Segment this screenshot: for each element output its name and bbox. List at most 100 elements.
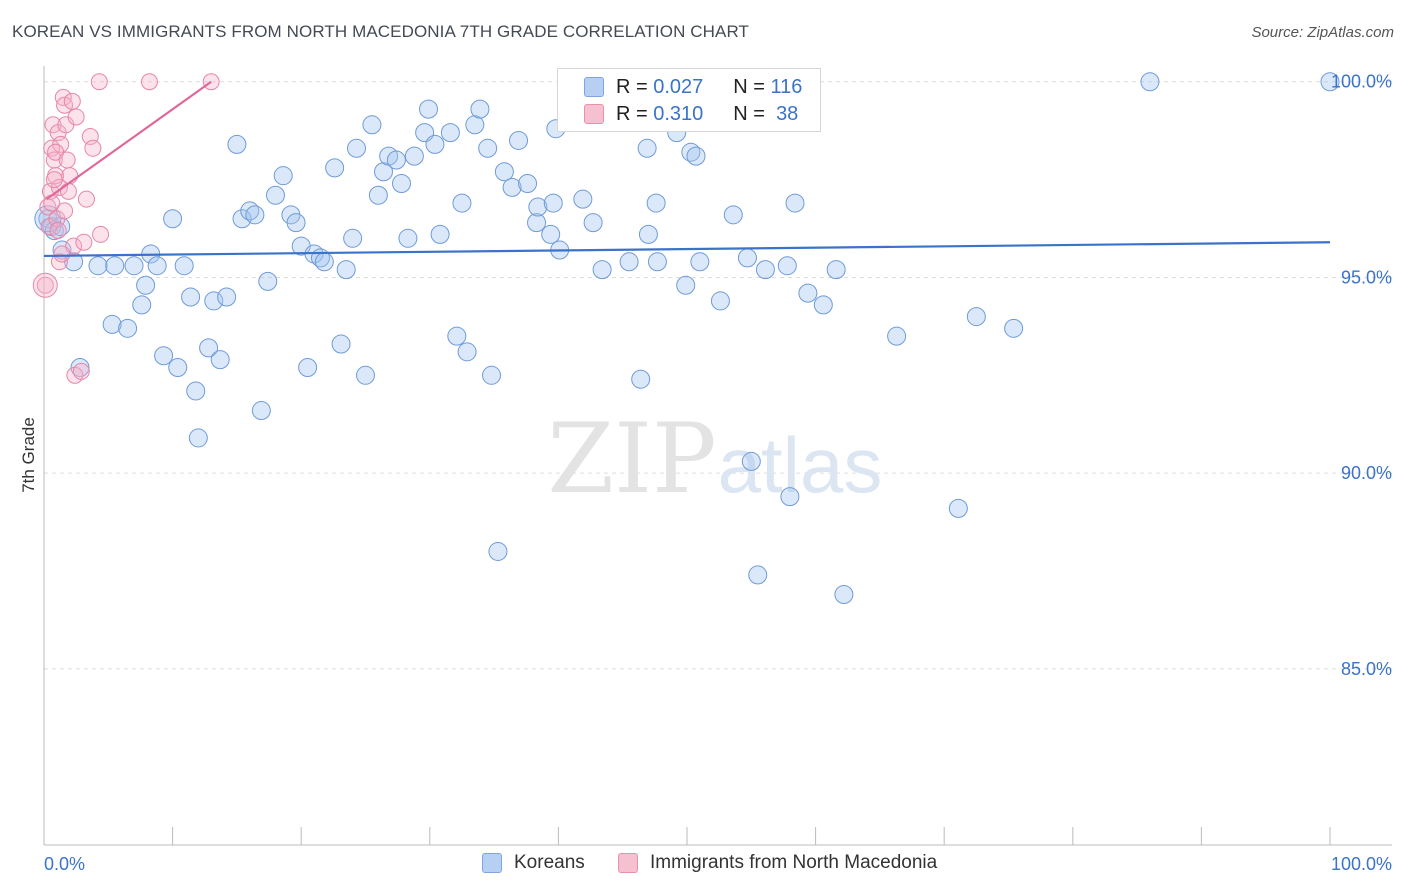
point-korean	[518, 174, 538, 194]
point-korean	[502, 177, 522, 197]
point-macedonia	[56, 202, 74, 220]
point-korean	[336, 260, 356, 280]
point-korean	[541, 224, 561, 244]
point-macedonia	[45, 171, 63, 189]
point-korean	[118, 318, 138, 338]
legend-row-koreans: R = 0.027 N = 116	[558, 73, 802, 101]
point-macedonia	[77, 190, 95, 208]
point-korean	[638, 224, 658, 244]
legend-n-value-macedonia: 38	[776, 102, 799, 125]
axes	[43, 66, 1392, 846]
point-korean	[204, 291, 224, 311]
point-korean	[690, 252, 710, 272]
point-macedonia	[61, 167, 79, 185]
point-macedonia	[75, 233, 93, 251]
point-macedonia	[92, 225, 110, 243]
point-korean	[527, 213, 547, 233]
legend-swatch-macedonia	[618, 853, 638, 873]
point-korean	[646, 193, 666, 213]
point-korean	[785, 193, 805, 213]
legend-r-value-macedonia: 0.310	[653, 102, 704, 125]
point-korean	[331, 334, 351, 354]
legend-r-value-koreans: 0.027	[653, 75, 704, 98]
point-korean	[217, 287, 237, 307]
point-korean	[813, 295, 833, 315]
point-korean	[573, 189, 593, 209]
point-macedonia	[84, 139, 102, 157]
point-korean	[619, 252, 639, 272]
point-korean	[132, 295, 152, 315]
point-macedonia	[63, 92, 81, 110]
point-korean	[777, 256, 797, 276]
point-macedonia	[56, 96, 74, 114]
point-korean	[488, 541, 508, 561]
point-korean	[273, 166, 293, 186]
point-korean	[168, 357, 188, 377]
point-korean	[356, 365, 375, 385]
point-korean	[826, 260, 846, 280]
point-korean	[199, 338, 219, 358]
point-korean	[948, 498, 968, 518]
y-tick-label: 100.0%	[1331, 72, 1392, 92]
point-korean	[181, 287, 201, 307]
point-korean	[188, 428, 208, 448]
legend-swatch-koreans	[482, 853, 502, 873]
point-macedonia	[53, 245, 71, 263]
legend-r-label: R =	[616, 102, 648, 125]
series-legend: Koreans Immigrants from North Macedonia	[0, 852, 1406, 876]
trend-line-macedonia	[45, 80, 212, 201]
point-korean	[631, 369, 651, 389]
point-korean	[265, 185, 285, 205]
y-tick-label: 95.0%	[1341, 267, 1392, 287]
legend-n-value-koreans: 116	[770, 75, 803, 98]
point-korean	[227, 134, 247, 154]
legend-label-koreans: Koreans	[514, 852, 585, 873]
point-korean	[482, 365, 502, 385]
point-korean	[186, 381, 206, 401]
point-korean	[583, 213, 603, 233]
point-korean	[124, 256, 144, 276]
point-korean	[210, 350, 230, 370]
point-korean	[343, 228, 363, 248]
point-korean	[245, 205, 265, 225]
point-korean	[741, 451, 761, 471]
point-macedonia	[59, 182, 77, 200]
y-tick-label: 85.0%	[1341, 659, 1392, 679]
point-korean	[362, 115, 382, 135]
point-korean	[232, 209, 252, 229]
point-korean	[392, 174, 412, 194]
point-korean	[1004, 318, 1024, 338]
point-macedonia	[72, 362, 90, 380]
legend-item-koreans: Koreans	[482, 852, 585, 874]
legend-label-macedonia: Immigrants from North Macedonia	[650, 852, 938, 873]
point-korean	[368, 185, 388, 205]
trend-lines	[43, 80, 1331, 258]
point-korean	[102, 314, 122, 334]
point-korean	[509, 130, 529, 150]
point-korean	[737, 248, 757, 268]
point-korean	[887, 326, 907, 346]
trend-line-koreans	[43, 241, 1331, 258]
point-korean	[966, 307, 986, 327]
point-macedonia	[58, 151, 76, 169]
axis-labels: 100.0% 95.0% 90.0% 85.0% 0.0% 100.0% 7th Grade	[19, 72, 1392, 874]
legend-swatch-macedonia	[584, 104, 604, 124]
x-tick-label-max: 100.0%	[1331, 854, 1392, 874]
chart-title: KOREAN VS IMMIGRANTS FROM NORTH MACEDONI…	[12, 22, 750, 41]
point-korean	[528, 197, 548, 217]
y-axis-title: 7th Grade	[19, 417, 38, 493]
legend-n-label: N =	[733, 75, 765, 98]
point-korean	[425, 134, 445, 154]
watermark: ZIP atlas	[547, 403, 882, 515]
legend-row-macedonia: R = 0.310 N = 38	[558, 100, 798, 128]
legend-item-macedonia: Immigrants from North Macedonia	[618, 852, 937, 874]
point-korean	[70, 357, 90, 377]
point-korean	[240, 201, 260, 221]
point-korean	[88, 256, 108, 276]
point-korean	[136, 275, 156, 295]
series-koreans	[34, 72, 1340, 604]
x-tick-label-min: 0.0%	[44, 854, 85, 874]
point-korean	[52, 240, 72, 260]
point-korean	[251, 401, 271, 421]
